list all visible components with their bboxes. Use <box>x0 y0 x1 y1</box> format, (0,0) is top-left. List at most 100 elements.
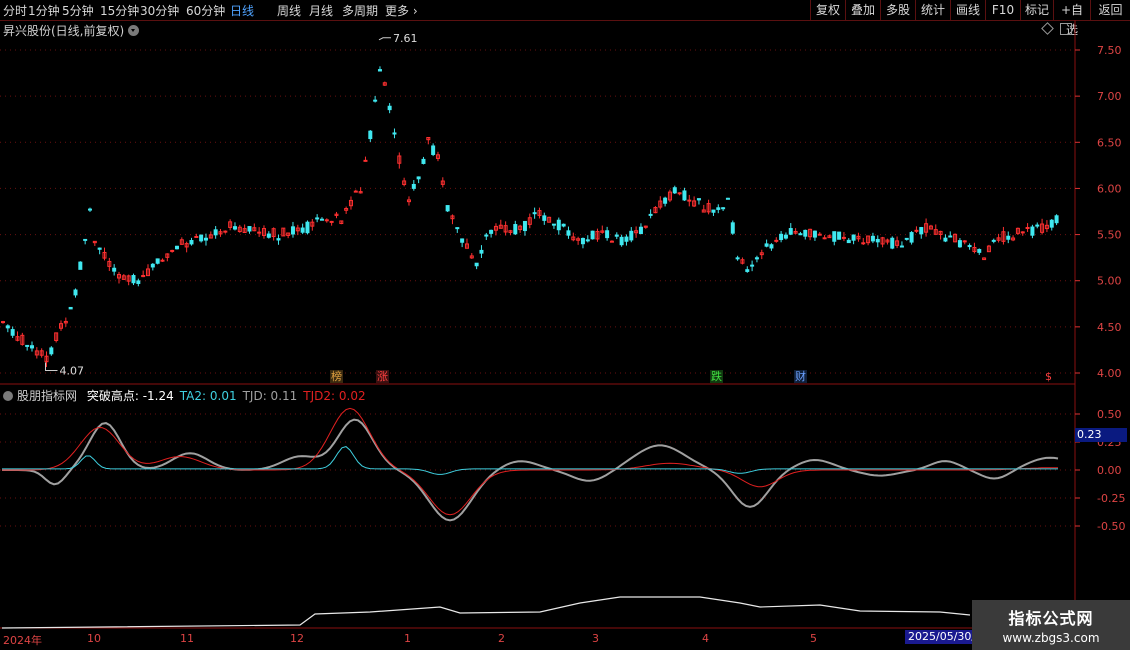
candle-body <box>194 235 199 238</box>
candle-body <box>373 99 378 102</box>
toolbar-button[interactable]: 画线 <box>950 0 985 20</box>
candle-body <box>324 219 329 222</box>
candle-body <box>377 69 382 72</box>
price-tick-label: 6.50 <box>1097 136 1122 149</box>
event-marker[interactable]: 跌 <box>710 370 723 383</box>
stock-title[interactable]: 昇兴股份(日线,前复权) <box>3 22 140 39</box>
watermark-title: 指标公式网 <box>1008 609 1094 628</box>
candle-body <box>49 347 54 355</box>
candle-body <box>991 239 996 242</box>
toolbar-button[interactable]: 复权 <box>810 0 845 20</box>
candle-body <box>576 238 581 241</box>
candle-body <box>793 230 798 234</box>
candle-body <box>203 237 208 241</box>
candle-body <box>348 199 353 207</box>
event-marker[interactable]: 榜 <box>330 370 343 383</box>
candle-body <box>353 190 358 193</box>
candle-body <box>1040 223 1045 233</box>
candle-body <box>1044 224 1049 230</box>
candle-body <box>513 224 518 235</box>
candle-body <box>421 158 426 164</box>
candle-body <box>295 227 300 232</box>
period-tab[interactable]: 15分钟 <box>100 4 140 18</box>
period-tab[interactable]: 多周期 <box>342 4 379 18</box>
candle-body <box>551 223 556 226</box>
period-tab[interactable]: 1分钟 <box>28 4 60 18</box>
candle-body <box>411 183 416 189</box>
candle-body <box>58 323 63 329</box>
candle-body <box>522 220 527 232</box>
candle-body <box>711 209 716 213</box>
toolbar-button[interactable]: F10 <box>985 0 1020 20</box>
candle-body <box>271 228 276 238</box>
candle-body <box>779 233 784 241</box>
event-marker[interactable]: 财 <box>794 370 807 383</box>
candle-body <box>479 249 484 254</box>
candle-body <box>179 239 184 245</box>
candle-body <box>310 221 315 227</box>
indicator-value: TA2: 0.01 <box>179 389 237 403</box>
candle-body <box>247 226 252 232</box>
low-annotation-line <box>44 362 58 372</box>
candle-body <box>919 227 924 235</box>
candle-body <box>808 228 813 238</box>
candle-body <box>155 258 160 264</box>
x-axis-label: 2 <box>498 632 505 645</box>
toolbar-button[interactable]: 叠加 <box>845 0 880 20</box>
candle-body <box>861 242 866 245</box>
candle-body <box>812 230 817 238</box>
indicator-tick-label: -0.25 <box>1097 492 1125 505</box>
candle-body <box>392 132 397 135</box>
candle-body <box>397 155 402 164</box>
period-tab[interactable]: 5分钟 <box>62 4 94 18</box>
period-tab[interactable]: 日线 <box>230 4 255 18</box>
candle-body <box>469 255 474 259</box>
chevron-down-icon[interactable] <box>128 25 140 36</box>
toolbar-button[interactable]: 标记 <box>1020 0 1053 20</box>
window-toggle-icon[interactable] <box>1060 23 1072 35</box>
toolbar-button[interactable]: 返回 <box>1090 0 1130 20</box>
period-tab[interactable]: 周线 <box>277 4 302 18</box>
toolbar-button[interactable]: 统计 <box>915 0 950 20</box>
candle-body <box>63 320 68 324</box>
candle-body <box>368 130 373 140</box>
indicator-value: TJD2: 0.02 <box>303 389 366 403</box>
period-toolbar: 分时 1分钟 5分钟 15分钟 30分钟 60分钟 日线 周线 月线 多周期 更多 › 复权 叠加 多股… <box>0 0 1130 37</box>
candle-body <box>537 210 542 216</box>
candle-body <box>252 227 257 232</box>
period-tab[interactable]: 更多 › <box>385 4 418 18</box>
candle-body <box>445 205 450 212</box>
candle-body <box>402 180 407 185</box>
candle-body <box>73 289 78 296</box>
candle-body <box>822 237 827 240</box>
candle-body <box>571 236 576 241</box>
period-tab[interactable]: 分时 <box>3 4 28 18</box>
candle-body <box>817 233 822 236</box>
candle-body <box>638 226 643 235</box>
period-tab[interactable]: 60分钟 <box>186 4 226 18</box>
period-tab[interactable]: 30分钟 <box>140 4 180 18</box>
event-marker[interactable]: $ <box>1044 370 1053 383</box>
price-tick-label: 5.00 <box>1097 275 1122 288</box>
candle-body <box>1054 215 1059 224</box>
candle-body <box>107 260 112 267</box>
candle-body <box>416 176 421 180</box>
candle-body <box>706 203 711 213</box>
candle-body <box>721 207 726 210</box>
chevron-down-icon[interactable] <box>3 391 13 401</box>
current-value-box: 0.23 <box>1075 428 1127 442</box>
candle-body <box>1030 226 1035 236</box>
candle-body <box>774 239 779 242</box>
event-marker[interactable]: 涨 <box>376 370 389 383</box>
candle-body <box>962 240 967 243</box>
candle-body <box>682 190 687 201</box>
candle-body <box>841 236 846 239</box>
candle-body <box>503 225 508 233</box>
toolbar-button[interactable]: 多股 <box>880 0 915 20</box>
candle-body <box>953 233 958 243</box>
period-tab[interactable]: 月线 <box>309 4 334 18</box>
indicator-title[interactable]: 股朋指标网 突破高点: -1.24 TA2: 0.01 TJD: 0.11 TJD2:… <box>3 387 366 404</box>
candle-body <box>580 237 585 245</box>
candle-body <box>431 145 436 155</box>
